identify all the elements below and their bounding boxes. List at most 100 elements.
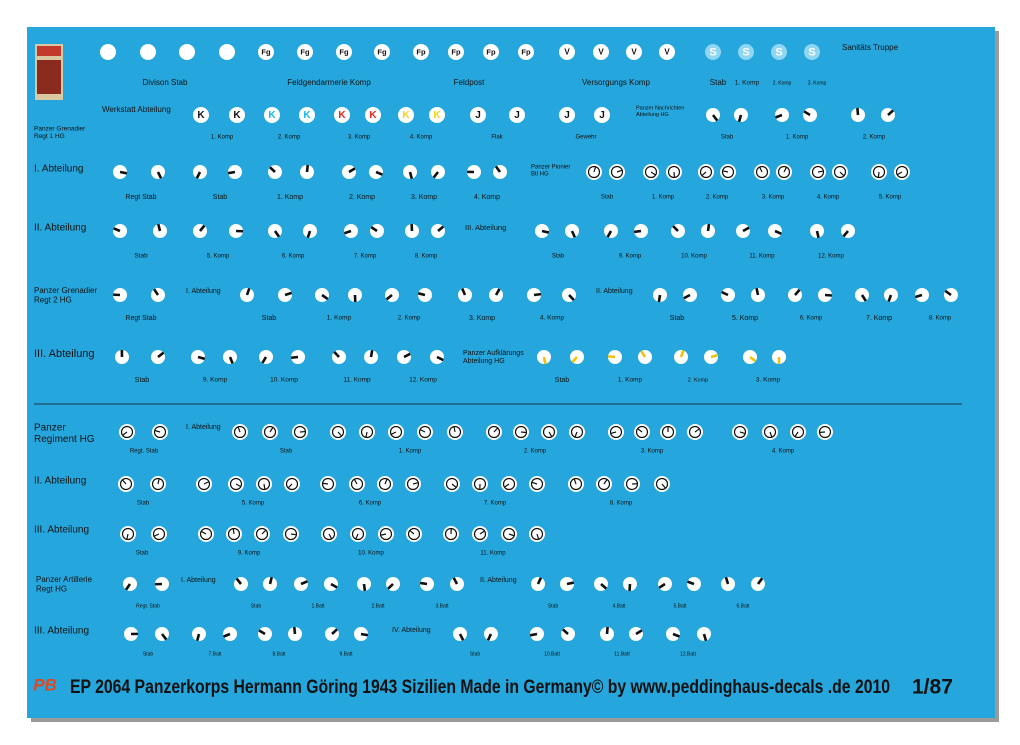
decal-ring-hand <box>380 533 387 536</box>
decal-ring <box>688 425 702 439</box>
decal-needle <box>306 230 312 239</box>
decal-needle <box>755 287 760 296</box>
decal-needle <box>370 226 378 233</box>
section-heading: II. Abteilung <box>34 223 86 234</box>
decal-ring <box>199 527 213 541</box>
caption: 6. Komp <box>800 316 823 322</box>
caption: 6. Komp <box>282 254 305 260</box>
decal-letter-bg <box>365 107 381 123</box>
decal-ring-hand <box>603 479 608 485</box>
decal-needle <box>228 356 234 364</box>
decal-ring-hand <box>384 479 388 485</box>
decal-needle <box>542 356 547 365</box>
decal-letter: S <box>709 46 716 58</box>
decal-needle <box>153 288 160 296</box>
decal-letter: K <box>338 110 346 121</box>
decal-needle <box>529 632 538 637</box>
decal-needle <box>494 165 502 173</box>
decal-ring-hand <box>420 429 426 433</box>
decal-ring <box>389 425 403 439</box>
caption: 10. Komp <box>358 551 384 557</box>
decal-needle <box>683 293 691 300</box>
decal-ring-hand <box>573 479 577 485</box>
caption: 1. Komp <box>327 315 352 322</box>
decal-ring-hand <box>353 479 358 485</box>
caption: Stab <box>137 501 150 507</box>
decal-ring <box>418 425 432 439</box>
decal-ring-hand <box>548 431 553 437</box>
section-heading: Panzer Grenadier <box>34 126 86 133</box>
decal-needle <box>452 577 459 585</box>
caption: 12. Komp <box>409 377 437 384</box>
section-heading: I. Abteilung <box>186 288 221 295</box>
decal-letter-bg <box>509 107 525 123</box>
decal-ring <box>610 165 624 179</box>
decal-needle <box>403 352 411 359</box>
decal-letter: S <box>808 46 815 58</box>
decal-letter: V <box>664 48 670 57</box>
decal-letter: J <box>475 110 481 121</box>
decal-ring <box>255 527 269 541</box>
caption: 7. Komp <box>354 254 377 260</box>
poster-figure <box>37 60 61 94</box>
decal-ring-hand <box>637 428 643 433</box>
decal-needle <box>284 291 293 297</box>
decal-needle <box>658 582 666 589</box>
decal-needle <box>417 292 426 297</box>
caption: 2. Komp <box>349 194 375 201</box>
decal-needle <box>742 226 750 233</box>
decal-ring-hand <box>783 167 787 173</box>
caption: 2. Komp <box>863 135 886 141</box>
decal-needle <box>842 230 849 238</box>
decal-letter: K <box>303 110 311 121</box>
caption: 4. Komp <box>540 315 565 322</box>
section-heading: I. Abteilung <box>34 164 83 175</box>
decal-ring-hand <box>897 171 903 176</box>
decal-needle <box>300 580 308 586</box>
decal-ring-hand <box>479 530 485 535</box>
caption: 9. Komp <box>203 377 228 384</box>
decal-ring <box>655 477 669 491</box>
section-heading: Panzer Artillerie <box>36 575 93 584</box>
decal-letter-bg <box>738 44 754 60</box>
decal-letter-bg <box>705 44 721 60</box>
caption: 3. Komp <box>762 195 785 201</box>
decal-letter: K <box>402 110 410 121</box>
decal-letter-bg <box>299 107 315 123</box>
caption: Stab <box>555 377 570 384</box>
decal-letter-bg <box>771 44 787 60</box>
decal-ring-hand <box>232 528 235 535</box>
decal-dot <box>100 44 116 60</box>
decal-letter-bg <box>594 107 610 123</box>
decal-needle <box>570 230 577 238</box>
decal-ring <box>152 527 166 541</box>
caption: 11. Komp <box>343 377 371 384</box>
section-heading: Abteilung HG <box>636 112 669 118</box>
decal-letter: K <box>369 110 377 121</box>
caption: 3. Komp <box>808 80 827 86</box>
decal-needle <box>605 626 609 635</box>
decal-ring <box>322 527 336 541</box>
decal-ring-hand <box>412 482 418 485</box>
decal-ring <box>570 425 584 439</box>
decal-ring-hand <box>337 431 342 437</box>
decal-needle <box>461 288 467 296</box>
decal-needle <box>375 170 383 176</box>
caption: 1. Komp <box>399 449 422 455</box>
decal-needle <box>119 170 128 175</box>
caption: 9. Komp <box>238 551 261 557</box>
decal-needle <box>607 355 616 359</box>
decal-ring <box>542 425 556 439</box>
caption: Gewehr <box>575 135 596 141</box>
decal-needle <box>914 293 923 299</box>
decal-needle <box>305 164 310 173</box>
decal-needle <box>113 227 121 233</box>
decal-needle <box>856 107 860 116</box>
caption: Stab <box>135 377 150 384</box>
caption: Stab <box>213 194 228 201</box>
decal-needle <box>887 294 893 303</box>
decal-needle <box>672 225 679 232</box>
decal-letter-bg <box>559 44 575 60</box>
decal-needle <box>737 114 743 123</box>
decal-needle <box>633 229 642 234</box>
